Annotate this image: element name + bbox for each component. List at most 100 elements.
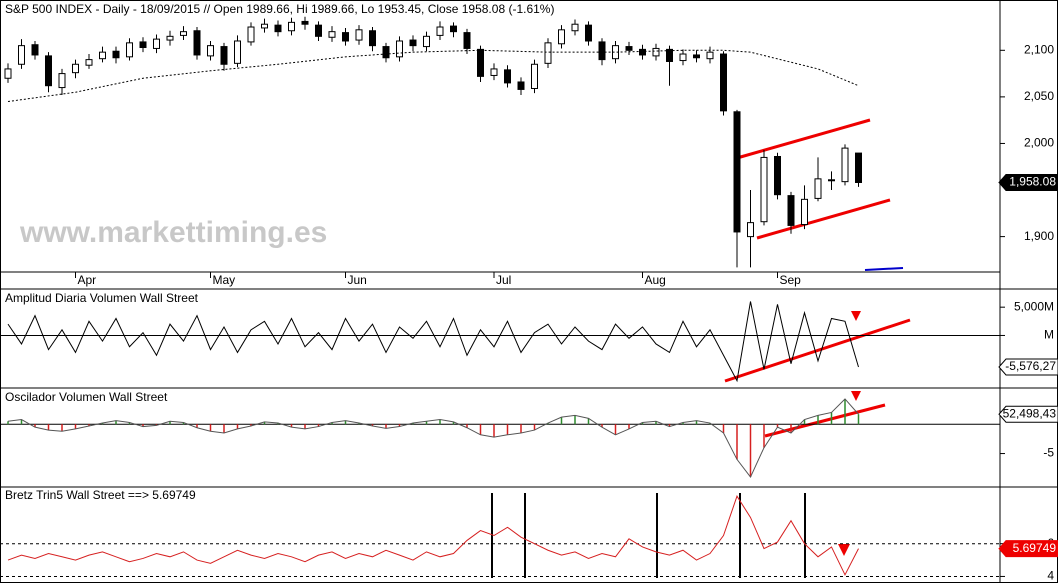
series-line [7,398,859,478]
series-line [7,495,859,576]
candle-body [760,156,768,223]
candle-body [72,63,79,74]
y-tick-label: 5,000M [1014,299,1054,313]
candle-body [598,41,606,61]
candle-body [369,30,376,47]
y-tick-label: 2,000 [1024,136,1054,150]
candle-body [679,53,687,62]
candle-body [153,38,160,49]
signal-triangle [838,544,850,556]
candle-body [517,81,525,90]
signal-triangle [851,311,861,321]
x-tick-label: Jun [348,273,367,287]
candle-body [855,152,862,184]
value-tag-label: 52,498,43 [1003,406,1057,420]
y-tick-label: M [1044,328,1054,342]
value-tag [998,540,1058,558]
candle-body [261,23,268,29]
candle-body [463,32,471,49]
signal-triangle [851,391,861,401]
candle-body [180,31,187,36]
watermark: www.markettiming.es [19,216,327,249]
candle-body [301,20,309,25]
panel-title: Amplitud Diaria Volumen Wall Street [5,291,199,305]
candle-body [328,31,336,38]
trend-line [724,318,911,383]
candle-body [625,46,633,51]
moving-average [7,49,859,103]
candle-body [396,40,403,58]
candle-body [747,222,754,238]
trend-line [736,118,871,160]
value-tag-label: -5,576,27 [1005,359,1056,373]
candle-body [801,198,808,225]
y-tick-label: 1,900 [1024,229,1054,243]
candle-body [220,46,228,65]
candle-body [774,155,781,196]
y-tick-label: 2,050 [1024,89,1054,103]
y-tick-label: 2,100 [1024,42,1054,56]
x-tick-label: Apr [78,273,97,287]
value-tag [998,358,1058,376]
candle-body [18,45,25,65]
candle-body [504,69,511,84]
candle-body [693,54,700,59]
candle-body [841,147,849,183]
series-line [7,301,859,383]
candle-body [477,48,484,77]
x-tick-label: Sep [780,273,802,287]
signal-lines [491,493,806,578]
candle-body [436,26,444,36]
value-tag-label: 5.69749 [1013,541,1057,555]
value-tag [998,405,1058,423]
candle-body [558,29,565,45]
candle-body [409,39,417,47]
candle-body [31,44,39,56]
candle-body [139,41,147,49]
candle-body [787,195,795,226]
y-tick-label: 4 [1047,569,1054,583]
panel-title: Bretz Trin5 Wall Street ==> 5.69749 [5,488,196,502]
candle-body [652,47,660,57]
candle-body [315,24,322,37]
candle-body [234,40,241,64]
candle-body [193,30,201,56]
trend-line [864,267,904,271]
candle-body [4,68,12,79]
candle-body [247,26,255,43]
chart-title: S&P 500 INDEX - Daily - 18/09/2015 // Op… [5,2,554,16]
candle-body [666,48,673,62]
value-tag [998,174,1058,192]
candle-body [166,35,174,41]
value-tag-label: 1,958.08 [1009,175,1056,189]
candle-body [85,59,93,66]
candle-body [531,63,538,89]
candle-body [355,29,363,41]
candle-body [99,51,106,60]
candle-body [112,50,120,59]
candle-body [828,179,835,182]
candle-body [423,35,430,48]
candle-body [45,55,52,87]
x-tick-label: May [213,273,236,287]
candle-body [720,53,727,112]
candle-body [58,73,66,89]
candle-body [288,21,295,32]
candle-body [126,42,133,58]
candle-body [585,24,592,42]
candle-body [639,48,646,56]
candle-body [382,46,390,59]
candle-body [544,42,552,64]
candle-body [571,23,579,32]
x-tick-label: Jul [496,273,511,287]
candle-body [342,32,349,42]
candle-body [490,68,498,76]
candle-body [706,51,714,60]
x-tick-label: Aug [645,273,666,287]
candle-body [814,178,822,199]
candle-body [274,24,282,33]
panel-title: Oscilador Volumen Wall Street [5,390,168,404]
